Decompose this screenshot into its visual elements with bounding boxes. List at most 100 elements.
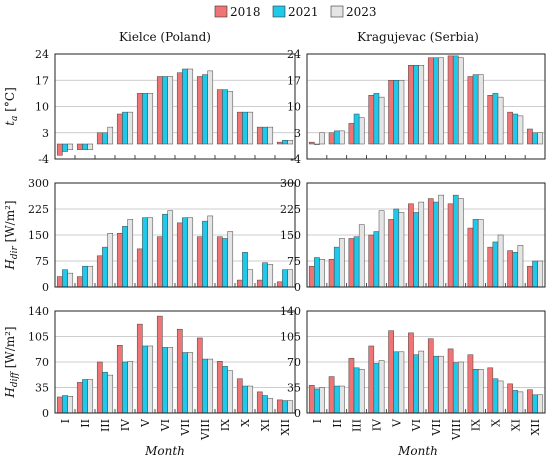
bar-2021-X [492, 93, 499, 145]
chart-panels: -4 3 10 17 24 -4 3 10 17 24 0 75 150 225 300 0 75 150 225 3… [28, 48, 546, 441]
bar-2023-XII [287, 269, 294, 288]
bar-2023-VII [187, 352, 194, 414]
y-tick-label: 0 [294, 281, 301, 294]
bar-2018-V [136, 248, 143, 288]
bar-2021-V [393, 80, 400, 145]
title-kielce: Kielce (Poland) [119, 30, 211, 44]
bar-2018-VII [427, 57, 434, 145]
bar-2023-IX [477, 369, 484, 414]
bar-2023-III [107, 126, 114, 145]
legend: 2018 2021 2023 [214, 5, 377, 19]
bar-2018-IV [368, 95, 375, 145]
y-tick-label: 75 [287, 255, 301, 268]
bar-2018-XI [507, 250, 513, 288]
bar-2018-VII [176, 222, 183, 288]
bar-2021-XI [262, 262, 268, 288]
bar-2018-II [328, 132, 335, 145]
y-tick-label: 225 [280, 203, 301, 216]
bar-2021-VII [433, 201, 439, 288]
bar-2018-VIII [447, 203, 454, 288]
bar-2023-VIII [458, 198, 464, 288]
bar-2018-VIII [196, 76, 203, 145]
bar-2018-XII [276, 281, 283, 288]
bar-2021-III [102, 246, 108, 288]
bar-2018-VIII [447, 55, 454, 145]
bar-2023-II [87, 379, 94, 414]
bar-2018-II [76, 276, 83, 288]
bar-2023-XII [287, 400, 294, 414]
bar-2023-V [147, 93, 154, 145]
y-tick-label: 140 [280, 305, 301, 318]
bar-2021-VII [433, 355, 439, 414]
bar-2023-IX [227, 91, 234, 145]
bar-2023-I [67, 272, 74, 288]
x-tick-label: XII [529, 419, 542, 436]
bar-2018-XI [507, 111, 513, 145]
bar-2018-III [96, 132, 103, 145]
bar-2021-V [142, 93, 148, 145]
bar-2018-IX [216, 361, 223, 414]
bar-2018-IV [368, 345, 375, 414]
bar-2018-IX [467, 76, 474, 145]
bar-2023-II [339, 238, 345, 288]
y-tick-label: 35 [35, 382, 49, 395]
bar-2023-XII [537, 132, 544, 145]
bar-2023-VI [167, 76, 174, 145]
bar-2018-X [236, 279, 243, 288]
y-axis-labels: ta [°C] Hdir [W/m²] Hdiff [W/m²] [3, 87, 20, 398]
bar-2018-I [308, 265, 315, 288]
bar-2018-XI [256, 126, 263, 145]
bar-2021-VII [182, 352, 188, 414]
x-tick-label: IX [470, 419, 483, 431]
bar-2023-I [319, 132, 325, 145]
x-tick-label: VIII [450, 419, 463, 441]
bar-2018-VI [408, 332, 414, 414]
bar-2018-III [348, 238, 355, 288]
x-axis-title-left: Month [144, 444, 185, 458]
y-tick-label: 3 [42, 127, 49, 140]
bar-2023-V [398, 80, 405, 145]
bar-2023-VI [167, 210, 174, 288]
bar-2021-IX [222, 89, 228, 145]
bar-2023-VIII [458, 361, 464, 414]
bar-2018-VI [408, 65, 414, 145]
bar-2021-VI [413, 212, 419, 288]
bar-2021-VIII [452, 55, 459, 145]
bar-2023-XI [517, 115, 524, 145]
bar-2021-XI [512, 390, 519, 414]
bar-2018-I [56, 276, 63, 288]
bar-2023-VIII [207, 215, 214, 288]
bar-2021-IV [373, 363, 380, 414]
bar-2018-VII [427, 198, 434, 288]
bar-2018-IV [116, 113, 123, 145]
bar-2021-III [102, 371, 108, 414]
bar-2021-XII [532, 132, 538, 145]
bar-2018-I [308, 141, 315, 145]
legend-label-2018: 2018 [230, 5, 261, 19]
bar-2018-VII [176, 328, 183, 414]
x-tick-label: III [351, 419, 364, 432]
bar-2021-X [242, 111, 248, 145]
bar-2023-V [398, 351, 405, 414]
bar-2018-VIII [196, 337, 203, 414]
bar-2018-I [308, 385, 315, 414]
bar-2018-IV [116, 344, 123, 414]
bar-2021-II [333, 385, 340, 414]
bar-2021-I [62, 395, 68, 414]
bar-2018-V [388, 219, 394, 288]
panel-2: 0 75 150 225 300 [28, 177, 296, 294]
bar-2021-VII [433, 57, 439, 145]
bar-2023-IV [127, 111, 134, 145]
bar-2018-VII [176, 72, 183, 145]
y-tick-label: 17 [287, 74, 301, 87]
bar-2021-X [242, 385, 248, 414]
bar-2021-II [82, 143, 88, 150]
panel-1: -4 3 10 17 24 [287, 48, 546, 166]
bar-2018-VI [156, 76, 163, 145]
legend-label-2023: 2023 [346, 5, 377, 19]
x-tick-label: VI [159, 419, 172, 432]
bar-2023-V [147, 217, 154, 288]
bar-2023-XII [287, 140, 294, 145]
bar-2023-VII [438, 355, 444, 414]
